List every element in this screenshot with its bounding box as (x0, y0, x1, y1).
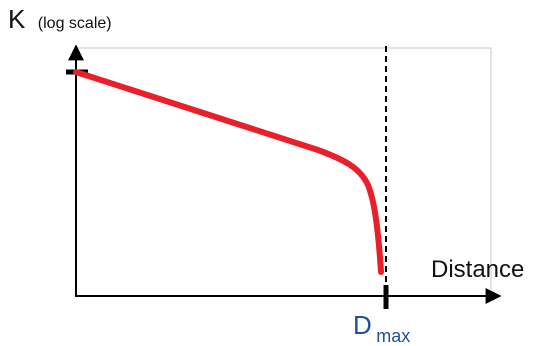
plot-frame (75, 47, 492, 297)
x-axis-label: Distance (431, 256, 524, 283)
dmax-label: D max (353, 310, 410, 346)
series-line (73, 69, 384, 275)
y-axis-label: K (log scale) (8, 4, 112, 34)
